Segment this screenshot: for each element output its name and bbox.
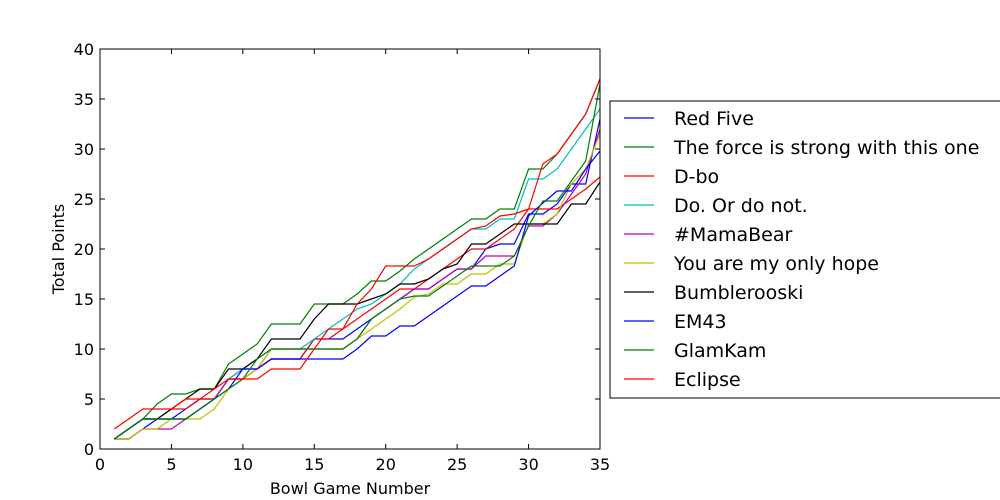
y-tick-label: 5 — [84, 390, 94, 409]
series-line-8 — [113, 150, 601, 440]
x-tick-label: 5 — [166, 455, 176, 474]
series-line-10 — [113, 78, 601, 430]
y-axis-label: Total Points — [49, 204, 68, 296]
legend-label: Do. Or do not. — [674, 195, 808, 217]
legend-label: Bumblerooski — [674, 282, 803, 304]
x-tick-label: 0 — [95, 455, 105, 474]
legend-item: GlamKam — [624, 340, 766, 362]
legend-frame — [609, 100, 1000, 399]
legend-item: EM43 — [624, 311, 727, 333]
legend-label: Red Five — [674, 108, 754, 130]
legend-item: Eclipse — [624, 369, 741, 391]
legend-item: You are my only hope — [624, 253, 879, 275]
x-tick-label: 35 — [590, 455, 610, 474]
legend-label: You are my only hope — [673, 253, 879, 275]
series-line-2 — [113, 78, 601, 440]
plot-frame — [99, 48, 601, 450]
x-tick-label: 20 — [376, 455, 396, 474]
y-tick-label: 40 — [74, 40, 94, 59]
y-tick-label: 35 — [74, 90, 94, 109]
y-tick-label: 10 — [74, 340, 94, 359]
series-line-5 — [114, 128, 601, 440]
legend-item: Do. Or do not. — [624, 195, 808, 217]
x-axis-label: Bowl Game Number — [270, 479, 431, 498]
legend-label: Eclipse — [674, 369, 741, 391]
legend-item: Bumblerooski — [624, 282, 803, 304]
legend-label: The force is strong with this one — [673, 137, 979, 159]
x-tick-label: 10 — [233, 455, 253, 474]
legend-label: EM43 — [674, 311, 727, 333]
x-tick-label: 25 — [447, 455, 467, 474]
series-line-3 — [113, 176, 601, 440]
y-tick-label: 30 — [74, 140, 94, 159]
legend-label: D-bo — [674, 166, 719, 188]
legend-item: The force is strong with this one — [624, 137, 979, 159]
legend-label: #MamaBear — [674, 224, 792, 246]
y-tick-label: 25 — [74, 190, 94, 209]
series-line-9 — [113, 83, 601, 440]
y-tick-label: 0 — [84, 440, 94, 459]
y-tick-label: 20 — [74, 240, 94, 259]
x-tick-label: 30 — [518, 455, 538, 474]
series-line-1 — [114, 118, 601, 440]
x-tick-label: 15 — [304, 455, 324, 474]
legend-item: #MamaBear — [624, 224, 792, 246]
axis-ticks: 0 5 10 15 20 25 30 35 0 5 10 15 20 25 30 35 40 — [74, 40, 611, 474]
legend-label: GlamKam — [674, 340, 766, 362]
series-layer — [113, 78, 601, 440]
y-tick-label: 15 — [74, 290, 94, 309]
legend: Red Five The force is strong with this on… — [609, 100, 1000, 399]
legend-item: Red Five — [624, 108, 754, 130]
series-line-4 — [113, 108, 601, 440]
legend-item: D-bo — [624, 166, 719, 188]
